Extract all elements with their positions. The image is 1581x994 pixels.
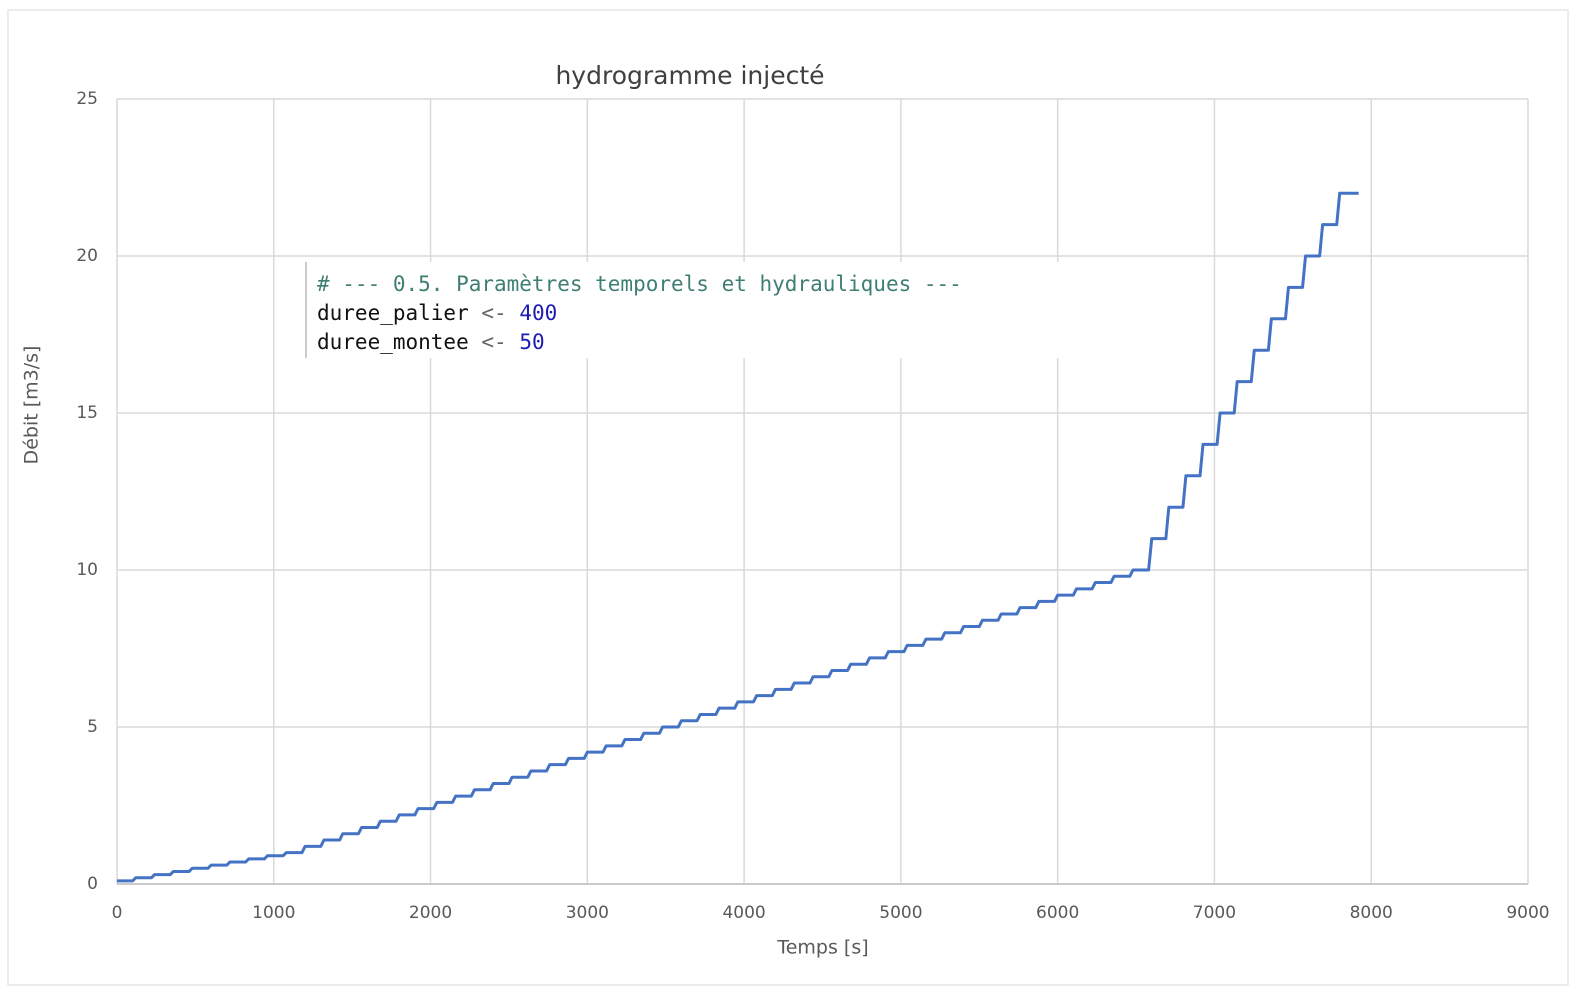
x-tick-label: 3000 (566, 903, 609, 923)
x-tick-label: 8000 (1350, 903, 1393, 923)
code-value: 400 (519, 301, 558, 325)
code-op: <- (481, 330, 507, 354)
y-tick-label: 15 (76, 403, 98, 423)
x-tick-label: 6000 (1036, 903, 1079, 923)
y-tick-label: 20 (76, 246, 98, 266)
code-op: <- (481, 301, 507, 325)
code-snippet: # --- 0.5. Paramètres temporels et hydra… (305, 262, 1060, 358)
y-axis-label: Débit [m3/s] (21, 346, 43, 465)
y-tick-label: 0 (87, 874, 98, 894)
y-tick-label: 25 (76, 89, 98, 109)
code-comment: # --- 0.5. Paramètres temporels et hydra… (317, 272, 962, 296)
code-name: duree_montee (317, 330, 469, 354)
x-tick-label: 5000 (879, 903, 922, 923)
y-tick-label: 5 (87, 717, 98, 737)
x-tick-label: 1000 (252, 903, 295, 923)
chart-title: hydrogramme injecté (555, 61, 824, 90)
y-tick-label: 10 (76, 560, 98, 580)
x-tick-label: 7000 (1193, 903, 1236, 923)
data-line (117, 191, 1359, 883)
x-tick-label: 9000 (1506, 903, 1549, 923)
code-name: duree_palier (317, 301, 469, 325)
x-tick-label: 4000 (722, 903, 765, 923)
x-tick-label: 0 (112, 903, 123, 923)
code-value: 50 (519, 330, 545, 354)
x-tick-label: 2000 (409, 903, 452, 923)
chart-frame (7, 9, 1569, 986)
x-axis-label: Temps [s] (776, 937, 868, 959)
